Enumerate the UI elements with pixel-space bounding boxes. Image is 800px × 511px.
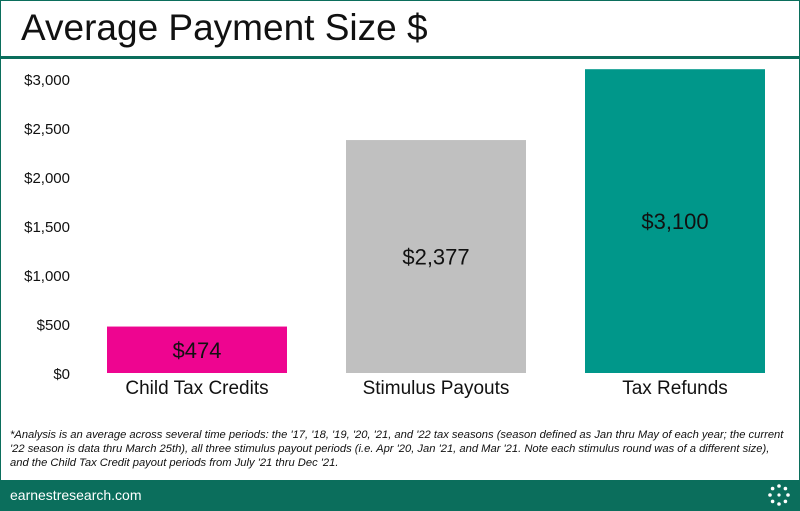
footer-bar: earnestresearch.com [1, 480, 799, 510]
y-tick-label: $3,000 [24, 72, 70, 89]
title-bar: Average Payment Size $ [1, 1, 799, 59]
y-tick-label: $0 [53, 366, 70, 383]
bar [585, 69, 765, 373]
bar [107, 326, 287, 373]
bar-chart: $0 $500 $1,000 $1,500 $2,000 $2,500 $3,000 $474… [24, 69, 765, 399]
footnote: *Analysis is an average across several t… [10, 429, 784, 469]
brand-url: earnestresearch.com [10, 487, 142, 503]
category-label: Stimulus Payouts [363, 378, 510, 399]
chart-title: Average Payment Size $ [21, 7, 428, 48]
bar-value-label: $2,377 [402, 245, 469, 270]
bar [346, 140, 526, 373]
dotted-circle-logo-icon [768, 484, 790, 506]
category-label: Child Tax Credits [125, 378, 268, 399]
y-tick-label: $2,500 [24, 121, 70, 138]
y-tick-label: $1,500 [24, 219, 70, 236]
category-label: Tax Refunds [622, 378, 728, 399]
bar-value-label: $474 [173, 338, 222, 363]
y-tick-label: $500 [37, 317, 70, 334]
y-tick-label: $2,000 [24, 170, 70, 187]
bar-value-label: $3,100 [641, 209, 708, 234]
y-tick-label: $1,000 [24, 268, 70, 285]
